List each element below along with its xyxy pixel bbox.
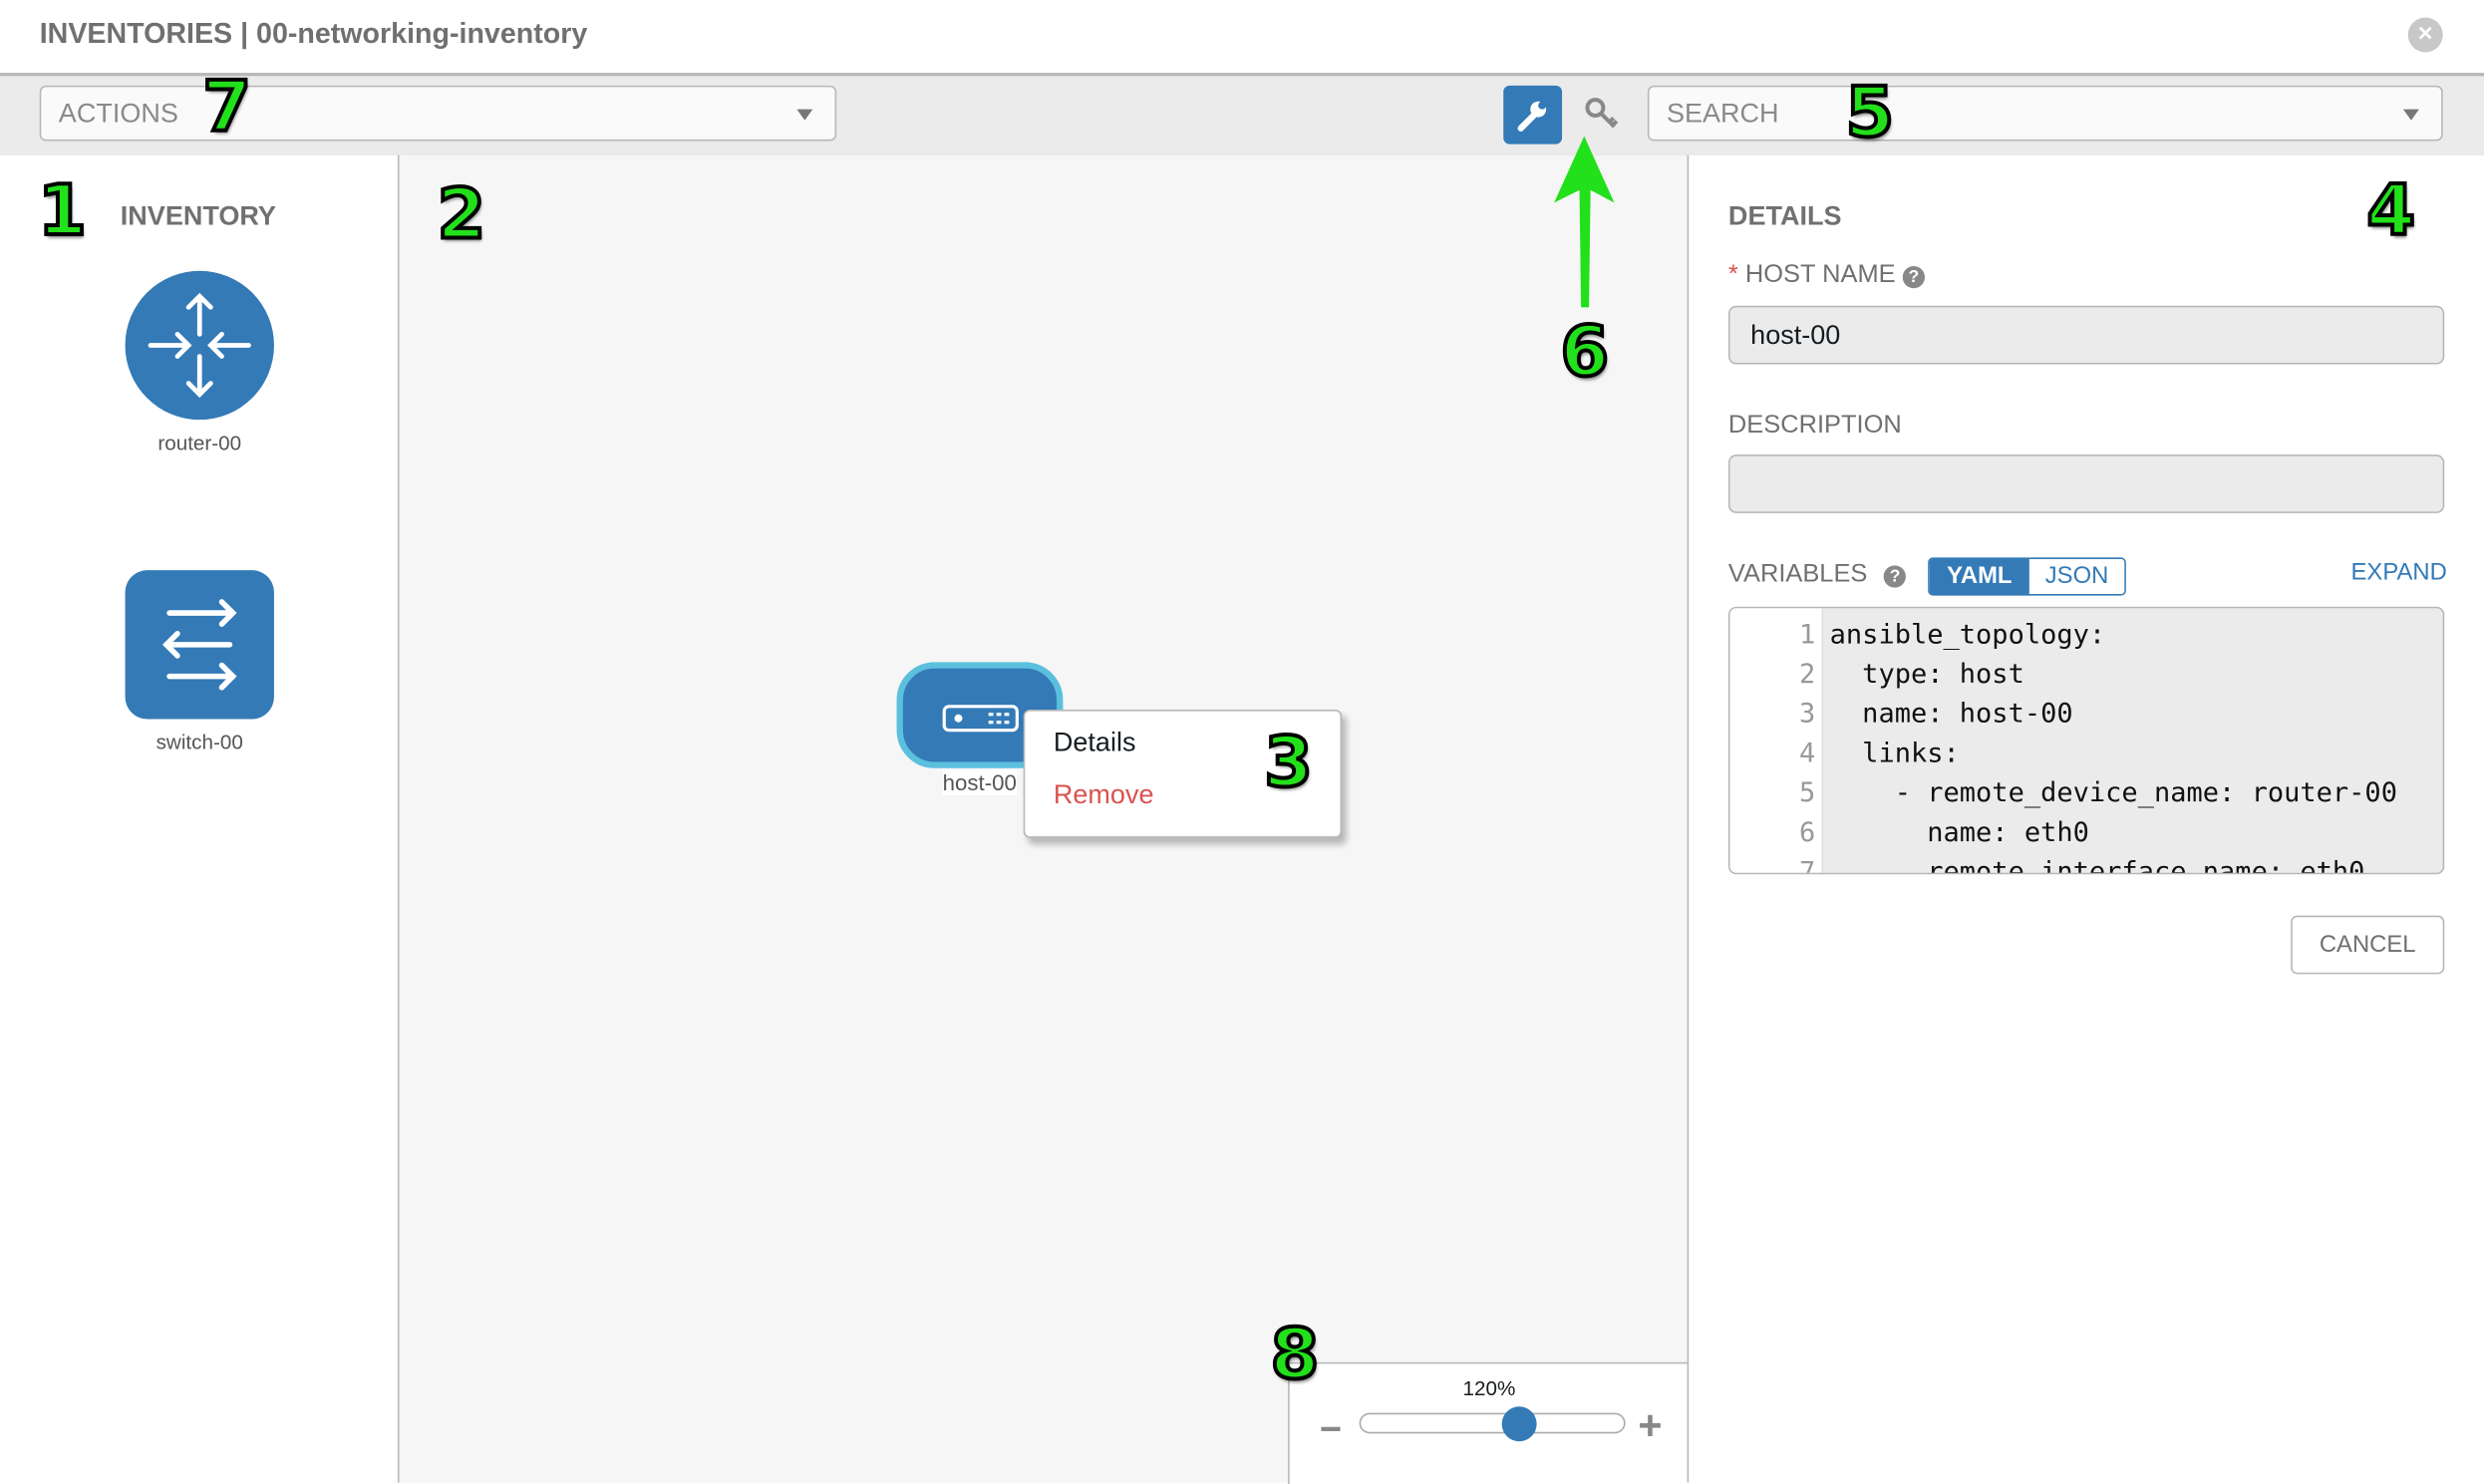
menu-item-remove[interactable]: Remove xyxy=(1053,778,1154,810)
search-dropdown[interactable]: SEARCH xyxy=(1647,85,2443,142)
description-label: DESCRIPTION xyxy=(1727,412,1902,440)
line-number: 3 xyxy=(1799,698,1816,731)
line-number: 1 xyxy=(1799,619,1816,652)
actions-dropdown[interactable]: ACTIONS xyxy=(39,85,837,142)
zoom-widget: 120% − + xyxy=(1288,1361,1690,1484)
key-button[interactable] xyxy=(1576,89,1627,140)
line-number: 2 xyxy=(1799,659,1816,691)
code-line: ansible_topology: xyxy=(1829,619,2106,652)
line-number: 5 xyxy=(1799,777,1816,810)
code-line: name: host-00 xyxy=(1829,698,2073,731)
key-icon xyxy=(1585,98,1619,129)
wrench-button[interactable] xyxy=(1503,85,1563,145)
zoom-slider-thumb[interactable] xyxy=(1501,1406,1537,1442)
annotation-7: 7 xyxy=(200,65,253,149)
wrench-icon xyxy=(1517,101,1547,132)
annotation-4: 4 xyxy=(2364,169,2417,254)
chevron-down-icon xyxy=(796,109,813,121)
inventory-title: INVENTORY xyxy=(120,200,276,232)
code-line: remote_interface_name: eth0 xyxy=(1829,856,2365,875)
annotation-2: 2 xyxy=(436,172,488,257)
switch-icon xyxy=(161,599,237,691)
annotation-8: 8 xyxy=(1269,1313,1322,1397)
host-server-icon xyxy=(942,705,1019,733)
details-title: DETAILS xyxy=(1727,200,1842,232)
router-item[interactable] xyxy=(125,270,274,421)
variables-label: VARIABLES ? xyxy=(1727,560,1907,590)
code-line: - remote_device_name: router-00 xyxy=(1829,777,2397,810)
search-placeholder: SEARCH xyxy=(1666,98,1779,129)
router-icon xyxy=(148,292,251,399)
menu-item-details[interactable]: Details xyxy=(1053,727,1136,757)
zoom-out-button[interactable]: − xyxy=(1319,1407,1343,1451)
required-mark: * xyxy=(1727,261,1738,289)
annotation-1: 1 xyxy=(36,169,89,254)
line-number: 6 xyxy=(1799,817,1816,849)
header: INVENTORIES | 00-networking-inventory × xyxy=(0,0,2484,74)
help-icon[interactable]: ? xyxy=(1884,565,1907,588)
zoom-value: 120% xyxy=(1462,1376,1516,1400)
host-name-input[interactable]: host-00 xyxy=(1727,305,2445,365)
switch-label: switch-00 xyxy=(155,730,243,754)
expand-link[interactable]: EXPAND xyxy=(2350,559,2447,587)
yaml-toggle[interactable]: YAML xyxy=(1929,559,2029,594)
annotation-arrow-icon xyxy=(1554,136,1615,308)
variables-label-text: VARIABLES xyxy=(1727,560,1868,588)
description-input[interactable] xyxy=(1727,454,2445,513)
code-line: links: xyxy=(1829,738,1960,770)
code-line: name: eth0 xyxy=(1829,817,2089,849)
code-line: type: host xyxy=(1829,659,2024,691)
annotation-3: 3 xyxy=(1262,721,1315,805)
format-toggle: YAML JSON xyxy=(1928,557,2126,596)
router-label: router-00 xyxy=(157,431,242,455)
line-number: 7 xyxy=(1799,856,1816,875)
cancel-button[interactable]: CANCEL xyxy=(2291,915,2445,975)
zoom-in-button[interactable]: + xyxy=(1638,1401,1663,1450)
line-number: 4 xyxy=(1799,738,1816,770)
help-icon[interactable]: ? xyxy=(1902,266,1925,289)
host-name-label: * HOST NAME ? xyxy=(1728,261,1925,290)
line-number-gutter xyxy=(1729,608,1824,873)
host-name-label-text: HOST NAME xyxy=(1744,261,1896,289)
context-menu: Details Remove xyxy=(1023,710,1343,838)
actions-placeholder: ACTIONS xyxy=(58,98,178,129)
chevron-down-icon xyxy=(2402,109,2419,121)
host-node-label: host-00 xyxy=(942,769,1017,795)
switch-item[interactable] xyxy=(125,570,274,720)
variables-editor[interactable]: 1 ansible_topology: 2 type: host 3 name: ho… xyxy=(1727,606,2445,875)
zoom-slider[interactable] xyxy=(1359,1412,1626,1434)
annotation-5: 5 xyxy=(1844,71,1897,155)
close-icon[interactable]: × xyxy=(2407,17,2443,53)
json-toggle[interactable]: JSON xyxy=(2028,559,2125,594)
page-title: INVENTORIES | 00-networking-inventory xyxy=(39,17,588,50)
annotation-6: 6 xyxy=(1558,310,1611,395)
